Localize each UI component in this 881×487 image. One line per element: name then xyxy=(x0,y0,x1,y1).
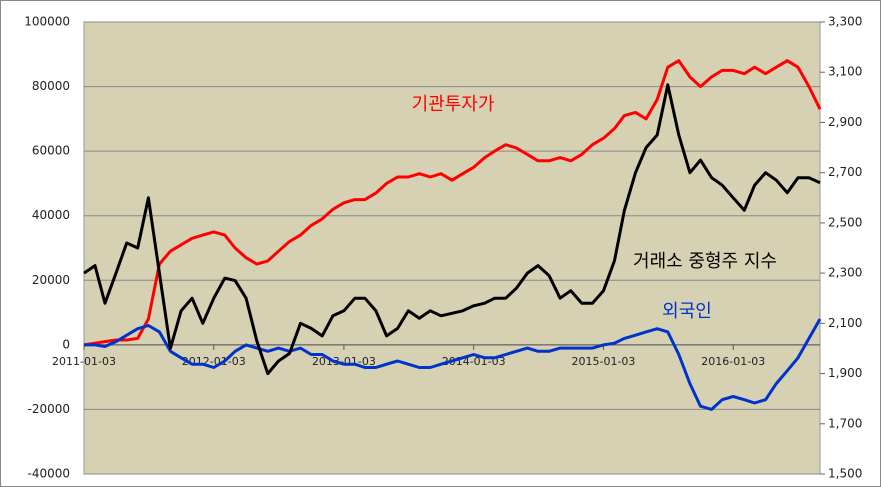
y-tick-label: 60000 xyxy=(32,144,70,158)
y-tick-label: 0 xyxy=(62,337,70,351)
y2-tick-label: 1,500 xyxy=(828,467,862,481)
x-tick-label: 2011-01-03 xyxy=(52,355,116,368)
y-tick-label: 20000 xyxy=(32,273,70,287)
y-tick-label: -20000 xyxy=(27,402,70,416)
y2-tick-label: 2,900 xyxy=(828,115,862,129)
series-label: 외국인 xyxy=(662,301,712,322)
y2-tick-label: 3,300 xyxy=(828,15,862,29)
y2-tick-label: 1,900 xyxy=(828,366,862,380)
x-tick-label: 2016-01-03 xyxy=(701,355,765,368)
y-tick-label: 40000 xyxy=(32,208,70,222)
x-tick-label: 2015-01-03 xyxy=(571,355,635,368)
y-tick-label: -40000 xyxy=(27,467,70,481)
series-line xyxy=(84,318,822,411)
series-label: 기관투자가 xyxy=(412,94,495,115)
series-line xyxy=(83,59,822,347)
y-tick-label: 80000 xyxy=(32,79,70,93)
series-label: 거래소 중형주 지수 xyxy=(633,251,777,272)
y2-tick-label: 2,700 xyxy=(828,165,862,179)
y2-tick-label: 3,100 xyxy=(828,65,862,79)
series-line xyxy=(83,83,821,376)
x-tick-label: 2013-01-03 xyxy=(312,355,376,368)
y2-tick-label: 2,300 xyxy=(828,266,862,280)
y2-tick-label: 2,500 xyxy=(828,215,862,229)
y-tick-label: 100000 xyxy=(24,15,70,29)
y2-tick-label: 1,700 xyxy=(828,416,862,430)
y2-tick-label: 2,100 xyxy=(828,316,862,330)
plot-area xyxy=(83,21,821,475)
